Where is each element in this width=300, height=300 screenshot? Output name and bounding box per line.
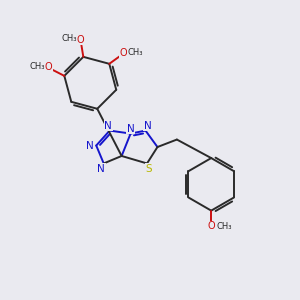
Text: CH₃: CH₃: [61, 34, 77, 43]
Text: CH₃: CH₃: [216, 222, 232, 231]
Text: S: S: [145, 164, 152, 174]
Text: N: N: [144, 121, 152, 130]
Text: N: N: [86, 140, 94, 151]
Text: O: O: [120, 48, 128, 59]
Text: CH₃: CH₃: [29, 62, 45, 71]
Text: CH₃: CH₃: [127, 48, 143, 57]
Text: O: O: [207, 221, 215, 231]
Text: N: N: [127, 124, 134, 134]
Text: N: N: [104, 121, 112, 130]
Text: N: N: [98, 164, 105, 174]
Text: O: O: [76, 34, 84, 44]
Text: O: O: [45, 62, 52, 73]
